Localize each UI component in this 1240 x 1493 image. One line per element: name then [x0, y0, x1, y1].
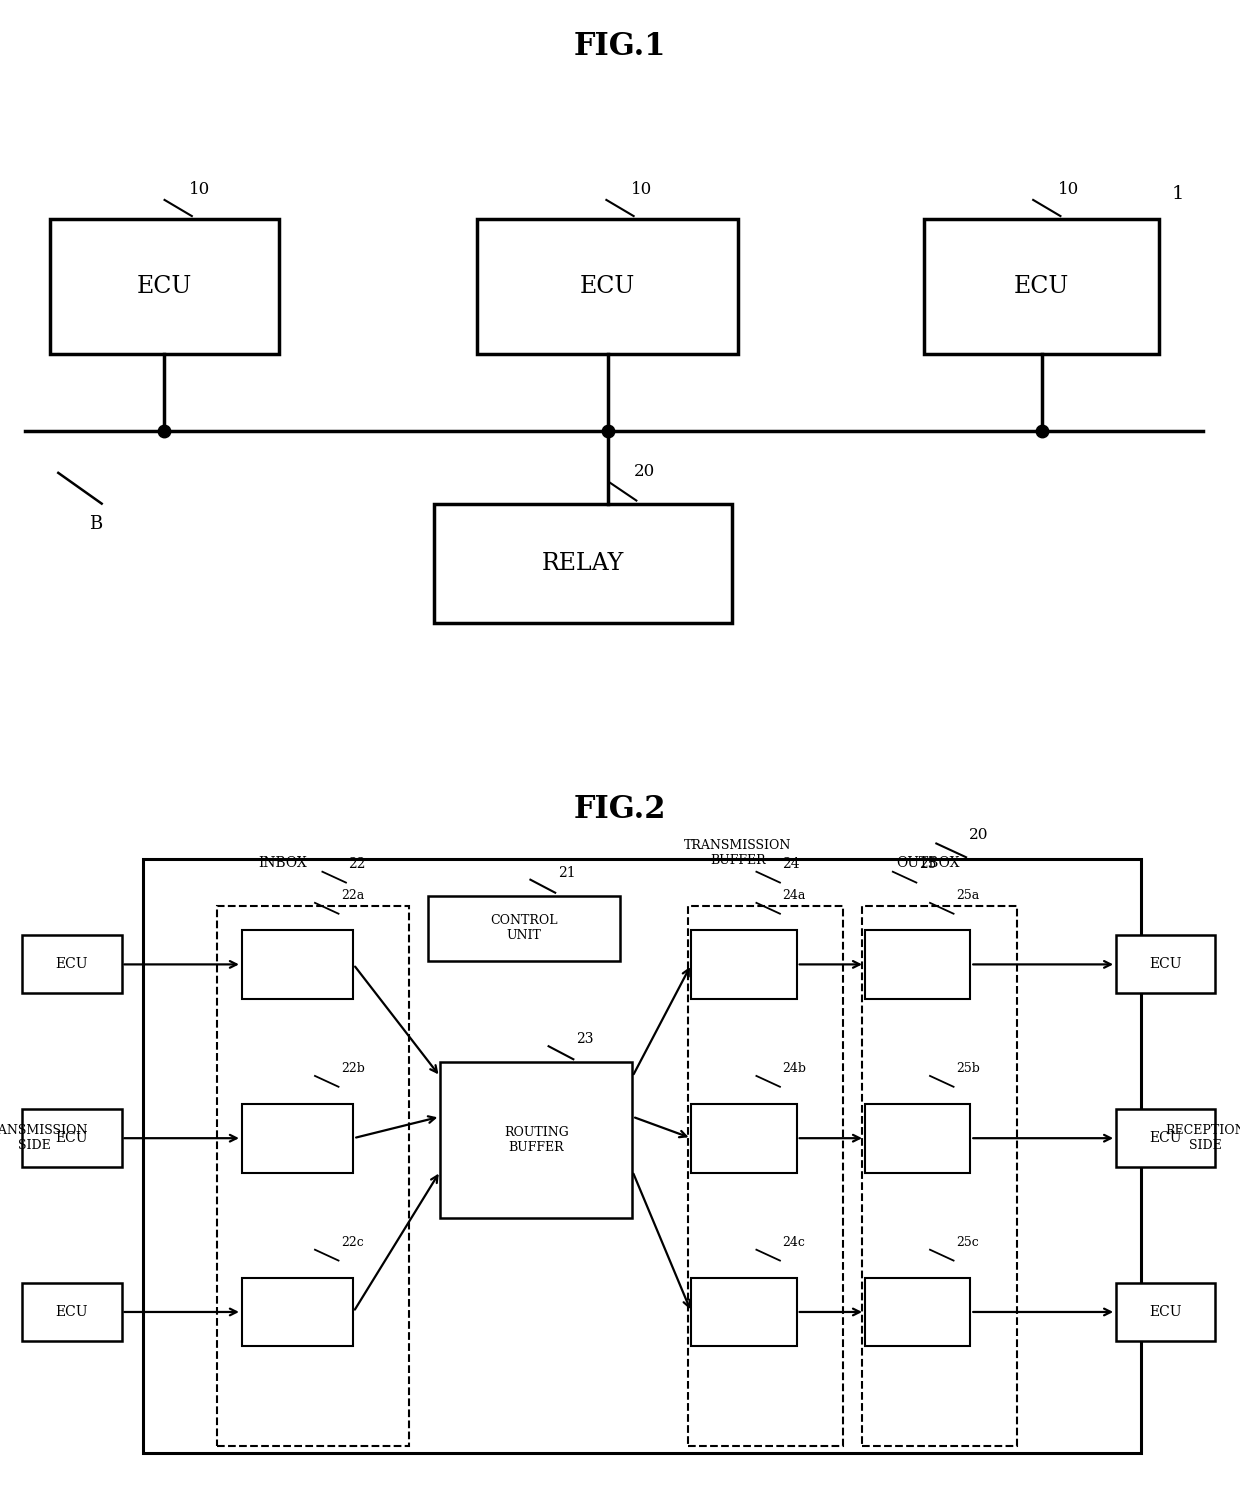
Text: TRANSMISSION
BUFFER: TRANSMISSION BUFFER	[684, 839, 791, 866]
FancyBboxPatch shape	[242, 1278, 353, 1347]
FancyBboxPatch shape	[866, 1103, 970, 1172]
Text: CONTROL
UNIT: CONTROL UNIT	[490, 914, 558, 942]
Text: 25b: 25b	[956, 1062, 980, 1075]
Text: 10: 10	[190, 181, 211, 197]
Text: 20: 20	[968, 829, 988, 842]
Text: ECU: ECU	[1149, 1132, 1182, 1145]
Text: RELAY: RELAY	[542, 552, 624, 575]
Text: 25c: 25c	[956, 1236, 978, 1250]
Text: 22a: 22a	[341, 890, 365, 902]
Text: OUTBOX: OUTBOX	[895, 857, 960, 870]
FancyBboxPatch shape	[242, 930, 353, 999]
FancyBboxPatch shape	[440, 1062, 632, 1218]
FancyBboxPatch shape	[692, 1278, 796, 1347]
Text: 22: 22	[348, 857, 366, 870]
FancyBboxPatch shape	[866, 1278, 970, 1347]
FancyBboxPatch shape	[143, 860, 1141, 1453]
Text: 24c: 24c	[782, 1236, 805, 1250]
Text: 21: 21	[558, 866, 575, 879]
FancyBboxPatch shape	[692, 930, 796, 999]
Text: 25a: 25a	[956, 890, 980, 902]
FancyBboxPatch shape	[1116, 936, 1215, 993]
Text: 22c: 22c	[341, 1236, 363, 1250]
Text: TRANSMISSION
SIDE: TRANSMISSION SIDE	[0, 1124, 88, 1153]
FancyBboxPatch shape	[924, 219, 1159, 354]
Text: RECEPTION
SIDE: RECEPTION SIDE	[1164, 1124, 1240, 1153]
Text: FIG.1: FIG.1	[574, 31, 666, 61]
Text: FIG.2: FIG.2	[574, 794, 666, 826]
Text: 24b: 24b	[782, 1062, 806, 1075]
Text: 10: 10	[1058, 181, 1079, 197]
Text: 1: 1	[1172, 185, 1184, 203]
Text: 25: 25	[919, 857, 936, 870]
Text: INBOX: INBOX	[258, 857, 308, 870]
FancyBboxPatch shape	[692, 1103, 796, 1172]
FancyBboxPatch shape	[866, 930, 970, 999]
Text: ECU: ECU	[1014, 275, 1069, 299]
Text: ECU: ECU	[136, 275, 192, 299]
Text: 24: 24	[782, 857, 800, 870]
Text: 10: 10	[631, 181, 652, 197]
Text: 20: 20	[634, 463, 655, 479]
FancyBboxPatch shape	[1116, 1109, 1215, 1168]
Text: 24a: 24a	[782, 890, 806, 902]
Text: ECU: ECU	[56, 1132, 88, 1145]
FancyBboxPatch shape	[434, 503, 732, 623]
FancyBboxPatch shape	[242, 1103, 353, 1172]
Text: ECU: ECU	[1149, 957, 1182, 972]
FancyBboxPatch shape	[50, 219, 279, 354]
FancyBboxPatch shape	[477, 219, 738, 354]
Text: ECU: ECU	[56, 957, 88, 972]
FancyBboxPatch shape	[1116, 1282, 1215, 1341]
FancyBboxPatch shape	[22, 1109, 122, 1168]
FancyBboxPatch shape	[428, 896, 620, 961]
Text: ROUTING
BUFFER: ROUTING BUFFER	[503, 1126, 569, 1154]
Text: B: B	[89, 515, 102, 533]
FancyBboxPatch shape	[22, 936, 122, 993]
Text: 22b: 22b	[341, 1062, 365, 1075]
Text: ECU: ECU	[56, 1305, 88, 1318]
Text: ECU: ECU	[1149, 1305, 1182, 1318]
FancyBboxPatch shape	[22, 1282, 122, 1341]
Text: 23: 23	[575, 1032, 594, 1047]
Text: ECU: ECU	[580, 275, 635, 299]
